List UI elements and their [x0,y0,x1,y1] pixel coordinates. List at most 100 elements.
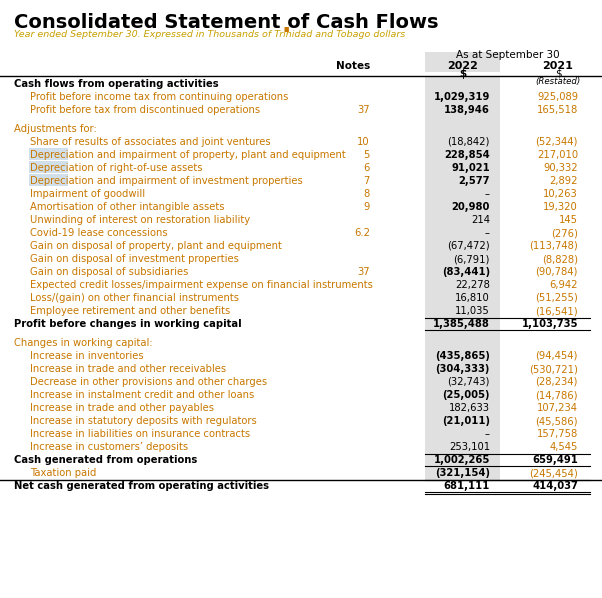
Text: Consolidated Statement of Cash Flows: Consolidated Statement of Cash Flows [14,13,438,32]
Text: Year ended September 30. Expressed in Thousands of Trinidad and Tobago dollars: Year ended September 30. Expressed in Th… [14,30,405,39]
Text: Profit before changes in working capital: Profit before changes in working capital [14,319,241,329]
Bar [29,148,67,160]
Text: Increase in statutory deposits with regulators: Increase in statutory deposits with regu… [30,416,256,426]
Text: (435,865): (435,865) [435,351,490,361]
Bar [425,76,500,481]
Text: Amortisation of other intangible assets: Amortisation of other intangible assets [30,202,225,212]
Text: 7: 7 [364,176,370,186]
Text: 681,111: 681,111 [444,481,490,491]
Text: Increase in instalment credit and other loans: Increase in instalment credit and other … [30,390,254,400]
Text: Gain on disposal of property, plant and equipment: Gain on disposal of property, plant and … [30,241,282,251]
Text: 182,633: 182,633 [449,403,490,413]
Text: 228,854: 228,854 [444,150,490,160]
Text: (245,454): (245,454) [529,468,578,478]
Text: 90,332: 90,332 [544,163,578,173]
Text: Depreciation of right-of-use assets: Depreciation of right-of-use assets [30,163,202,173]
Text: 20,980: 20,980 [452,202,490,212]
Text: (90,784): (90,784) [536,267,578,277]
Text: 107,234: 107,234 [537,403,578,413]
Text: 2022: 2022 [447,61,478,71]
Text: 214: 214 [471,215,490,225]
Bar [29,174,67,186]
Text: (32,743): (32,743) [448,377,490,387]
Text: 6,942: 6,942 [550,280,578,290]
Text: 91,021: 91,021 [452,163,490,173]
Text: 37: 37 [358,105,370,115]
Text: Increase in trade and other receivables: Increase in trade and other receivables [30,364,226,374]
Text: Loss/(gain) on other financial instruments: Loss/(gain) on other financial instrumen… [30,293,239,303]
Text: (Restated): (Restated) [535,77,580,86]
Text: Notes: Notes [336,61,370,71]
Text: 925,089: 925,089 [537,92,578,102]
Text: Gain on disposal of subsidiaries: Gain on disposal of subsidiaries [30,267,188,277]
Text: Changes in working capital:: Changes in working capital: [14,338,153,348]
Text: 19,320: 19,320 [543,202,578,212]
Text: (18,842): (18,842) [448,137,490,147]
Text: 2021: 2021 [542,61,574,71]
Text: 165,518: 165,518 [537,105,578,115]
Text: (21,011): (21,011) [442,416,490,426]
Text: 16,810: 16,810 [455,293,490,303]
Text: Decrease in other provisions and other charges: Decrease in other provisions and other c… [30,377,267,387]
Text: Depreciation and impairment of property, plant and equipment: Depreciation and impairment of property,… [30,150,346,160]
Text: (83,441): (83,441) [442,267,490,277]
Text: Gain on disposal of investment properties: Gain on disposal of investment propertie… [30,254,239,264]
Text: (276): (276) [551,228,578,238]
Bar [425,52,500,72]
Bar [29,161,67,173]
Text: 6: 6 [364,163,370,173]
Text: Increase in customers’ deposits: Increase in customers’ deposits [30,442,188,452]
Text: 1,029,319: 1,029,319 [433,92,490,102]
Text: (8,828): (8,828) [542,254,578,264]
Text: Cash generated from operations: Cash generated from operations [14,455,197,465]
Text: 5: 5 [364,150,370,160]
Text: 1,385,488: 1,385,488 [433,319,490,329]
Text: $: $ [554,69,561,79]
Text: Net cash generated from operating activities: Net cash generated from operating activi… [14,481,269,491]
Text: Increase in liabilities on insurance contracts: Increase in liabilities on insurance con… [30,429,250,439]
Text: 4,545: 4,545 [550,442,578,452]
Text: 8: 8 [364,189,370,199]
Text: Unwinding of interest on restoration liability: Unwinding of interest on restoration lia… [30,215,250,225]
Text: 37: 37 [358,267,370,277]
Text: Profit before income tax from continuing operations: Profit before income tax from continuing… [30,92,288,102]
Text: 10: 10 [358,137,370,147]
Text: 22,278: 22,278 [455,280,490,290]
Text: (52,344): (52,344) [536,137,578,147]
Text: Covid-19 lease concessions: Covid-19 lease concessions [30,228,167,238]
Text: 145: 145 [559,215,578,225]
Text: As at September 30: As at September 30 [456,50,559,60]
Text: 10,263: 10,263 [543,189,578,199]
Text: 6.2: 6.2 [354,228,370,238]
Text: (304,333): (304,333) [436,364,490,374]
Text: (51,255): (51,255) [535,293,578,303]
Text: 157,758: 157,758 [537,429,578,439]
Text: (6,791): (6,791) [454,254,490,264]
Text: Increase in inventories: Increase in inventories [30,351,144,361]
Text: .: . [281,13,291,37]
Text: (113,748): (113,748) [529,241,578,251]
Text: Impairment of goodwill: Impairment of goodwill [30,189,145,199]
Text: (321,154): (321,154) [435,468,490,478]
Text: –: – [485,429,490,439]
Text: (530,721): (530,721) [529,364,578,374]
Text: 217,010: 217,010 [537,150,578,160]
Text: –: – [485,189,490,199]
Text: Share of results of associates and joint ventures: Share of results of associates and joint… [30,137,271,147]
Text: 1,002,265: 1,002,265 [433,455,490,465]
Text: 414,037: 414,037 [532,481,578,491]
Text: 2,892: 2,892 [550,176,578,186]
Text: Profit before tax from discontinued operations: Profit before tax from discontinued oper… [30,105,260,115]
Text: Employee retirement and other benefits: Employee retirement and other benefits [30,306,230,316]
Text: (28,234): (28,234) [536,377,578,387]
Text: (25,005): (25,005) [442,390,490,400]
Text: 659,491: 659,491 [532,455,578,465]
Text: Taxation paid: Taxation paid [30,468,96,478]
Text: Expected credit losses/impairment expense on financial instruments: Expected credit losses/impairment expens… [30,280,373,290]
Text: $: $ [459,69,466,79]
Text: (67,472): (67,472) [447,241,490,251]
Text: 138,946: 138,946 [444,105,490,115]
Text: 11,035: 11,035 [455,306,490,316]
Text: (16,541): (16,541) [535,306,578,316]
Text: Cash flows from operating activities: Cash flows from operating activities [14,79,219,89]
